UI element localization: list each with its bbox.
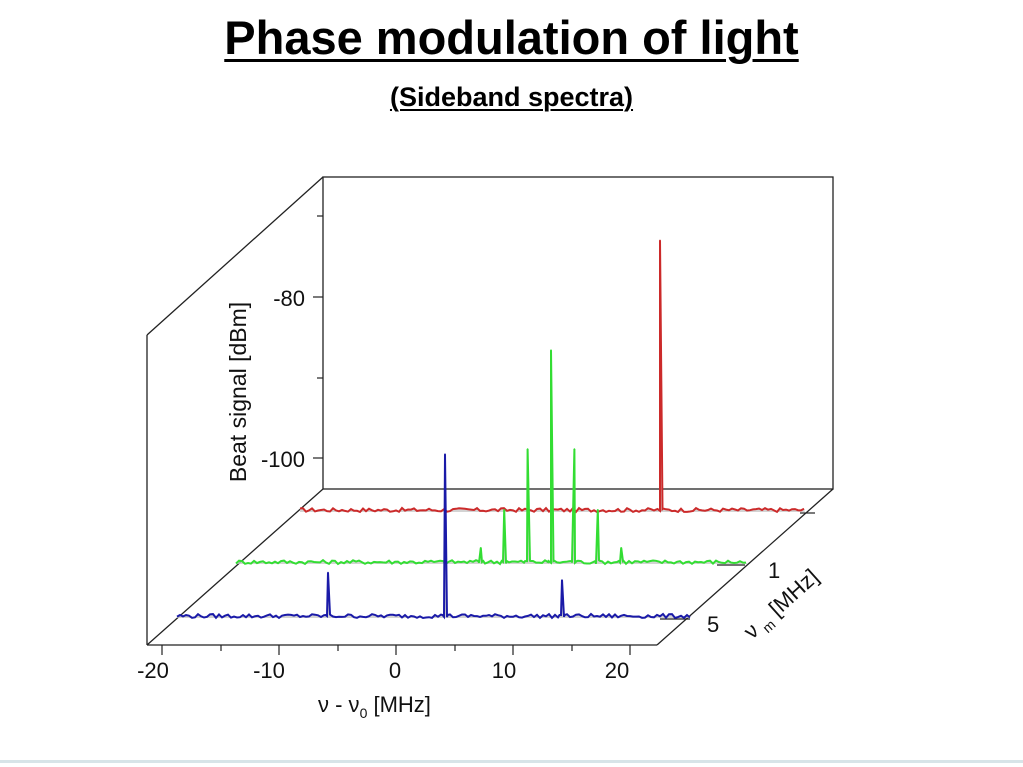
x-tick-label: -20 bbox=[137, 658, 169, 683]
x-tick-label: -10 bbox=[253, 658, 285, 683]
x-tick-label: 20 bbox=[605, 658, 629, 683]
trace-fill bbox=[177, 454, 690, 618]
z-axis-label: ν m [MHz] bbox=[739, 564, 824, 644]
bottom-left-edge bbox=[146, 488, 324, 646]
top-left-edge bbox=[146, 176, 324, 336]
sideband-peak bbox=[444, 453, 446, 456]
z-tick-label: 1 bbox=[768, 558, 780, 583]
sideband-peak bbox=[550, 349, 552, 352]
page-title: Phase modulation of light bbox=[224, 11, 799, 64]
back-wall bbox=[322, 176, 834, 490]
z-tick-labels: 1 5 bbox=[707, 558, 780, 637]
x-axis-label: ν - ν0 [MHz] bbox=[318, 692, 431, 721]
sideband-peak bbox=[620, 547, 622, 549]
spectrum-trace bbox=[176, 454, 691, 620]
sideband-peak bbox=[561, 579, 563, 581]
x-axis-label-main: ν - ν bbox=[318, 692, 360, 717]
y-axis-label: Beat signal [dBm] bbox=[225, 302, 251, 482]
sideband-peak bbox=[480, 547, 482, 549]
page-subtitle: (Sideband spectra) bbox=[389, 82, 634, 112]
x-tick-label: 10 bbox=[492, 658, 516, 683]
x-tick-label: 0 bbox=[389, 658, 401, 683]
sideband-peak bbox=[659, 239, 661, 242]
footer-divider bbox=[0, 760, 1023, 763]
sideband-peak bbox=[597, 509, 599, 511]
sideband-peak bbox=[573, 448, 576, 450]
x-tick-labels: -20 -10 0 10 20 bbox=[137, 658, 629, 683]
spectrum-trace bbox=[299, 240, 805, 514]
trace-fill bbox=[236, 350, 748, 564]
x-axis-ticks bbox=[161, 645, 631, 655]
z-tick-label: 5 bbox=[707, 612, 719, 637]
z-axis-symbol: ν bbox=[739, 618, 764, 644]
spectra-traces bbox=[176, 239, 805, 620]
sideband-peak bbox=[503, 509, 506, 511]
z-axis-subscript: m bbox=[759, 616, 778, 636]
sideband-peak bbox=[327, 571, 329, 574]
spectrum-trace bbox=[235, 350, 746, 566]
z-axis-ticks bbox=[660, 512, 815, 620]
sideband-peak bbox=[526, 448, 529, 450]
x-axis-label-subscript: 0 bbox=[360, 705, 368, 721]
y-axis-ticks bbox=[313, 215, 323, 459]
y-tick-labels: -80 -100 bbox=[261, 286, 305, 472]
x-axis-label-unit: [MHz] bbox=[367, 692, 431, 717]
y-tick-label: -80 bbox=[273, 286, 305, 311]
y-tick-label: -100 bbox=[261, 447, 305, 472]
